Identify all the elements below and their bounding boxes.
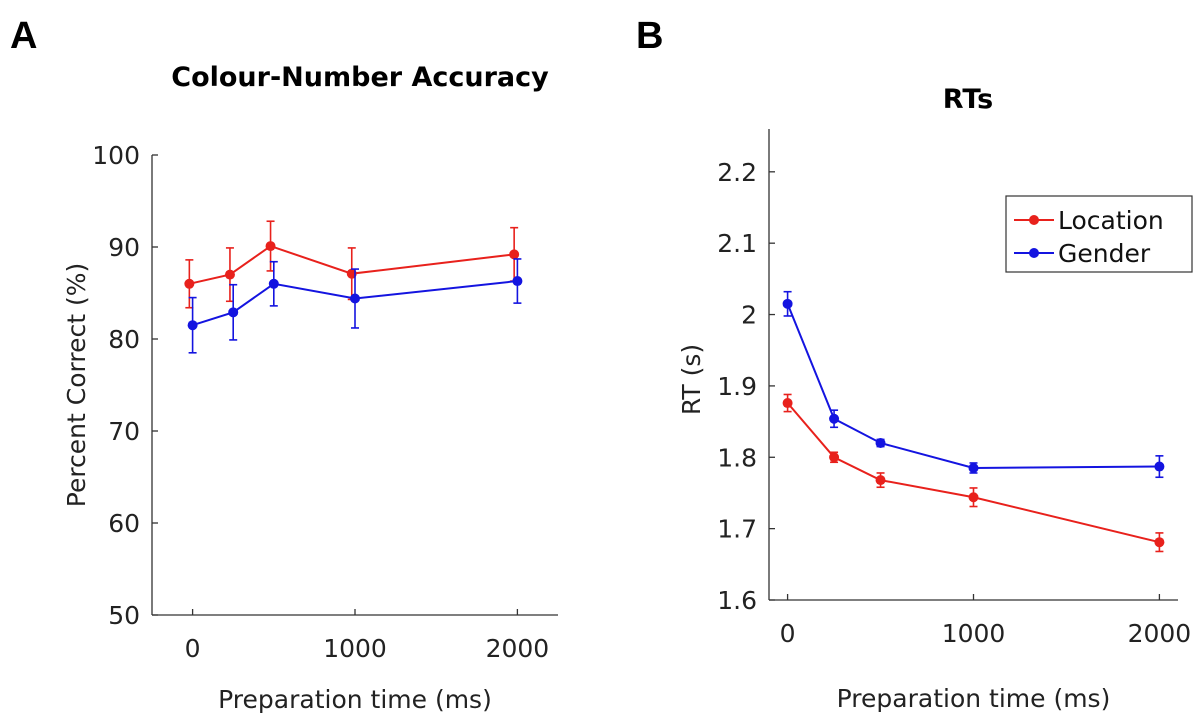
series-1 (187, 258, 523, 354)
y-tick-label: 1.6 (717, 586, 757, 615)
chart-a-title: Colour-Number Accuracy (171, 62, 549, 93)
data-point (829, 413, 840, 424)
data-point (228, 307, 239, 318)
y-axis-label: RT (s) (677, 344, 706, 415)
data-point (875, 438, 886, 448)
data-point (509, 249, 520, 260)
panel-letter-a: A (10, 15, 37, 57)
y-tick-label: 2 (741, 301, 757, 330)
legend-box (1005, 195, 1193, 273)
x-tick-label: 2000 (1128, 619, 1192, 648)
x-tick-label: 0 (780, 619, 796, 648)
data-point (968, 492, 979, 503)
data-point (512, 276, 523, 287)
data-point (1154, 461, 1165, 472)
data-point (187, 320, 198, 331)
series-line (786, 303, 1160, 469)
data-point (782, 298, 793, 309)
x-tick-label: 0 (185, 634, 201, 663)
x-axis-label: Preparation time (ms) (837, 684, 1111, 713)
data-point (829, 452, 840, 463)
y-tick-label: 70 (108, 417, 140, 446)
y-axis-label: Percent Correct (%) (62, 263, 91, 507)
series-0 (782, 393, 1165, 553)
data-point (782, 398, 793, 409)
data-point (968, 462, 979, 473)
y-tick-label: 2.1 (717, 229, 757, 258)
data-point (1154, 537, 1165, 548)
legend-marker (1029, 215, 1039, 225)
data-point (265, 241, 276, 252)
legend: Location Gender (1005, 195, 1193, 273)
y-tick-label: 50 (108, 601, 140, 630)
x-tick-label: 1000 (323, 634, 387, 663)
y-tick-label: 60 (108, 509, 140, 538)
legend-label: Location (1058, 206, 1164, 235)
y-tick-label: 1.8 (717, 443, 757, 472)
y-tick-label: 100 (92, 141, 140, 170)
data-point (184, 278, 195, 289)
rt-chart: 1.6 1.7 1.8 1.9 2 2.1 2.2 0 1000 2000 Preparation … (677, 129, 1193, 713)
data-point (268, 278, 279, 289)
y-tick-label: 2.2 (717, 158, 757, 187)
y-tick-label: 1.7 (717, 515, 757, 544)
data-point (875, 475, 886, 486)
data-point (224, 269, 235, 280)
series-1 (782, 290, 1165, 479)
y-tick-label: 1.9 (717, 372, 757, 401)
panel-letter-b: B (636, 15, 663, 57)
data-point (350, 293, 360, 304)
x-tick-label: 2000 (486, 634, 550, 663)
x-axis-label: Preparation time (ms) (218, 685, 492, 714)
legend-label: Gender (1058, 239, 1151, 268)
x-tick-label: 1000 (942, 619, 1006, 648)
chart-b-title: RTs (943, 84, 993, 115)
y-tick-label: 90 (108, 233, 140, 262)
y-tick-label: 80 (108, 325, 140, 354)
legend-marker (1029, 248, 1039, 258)
